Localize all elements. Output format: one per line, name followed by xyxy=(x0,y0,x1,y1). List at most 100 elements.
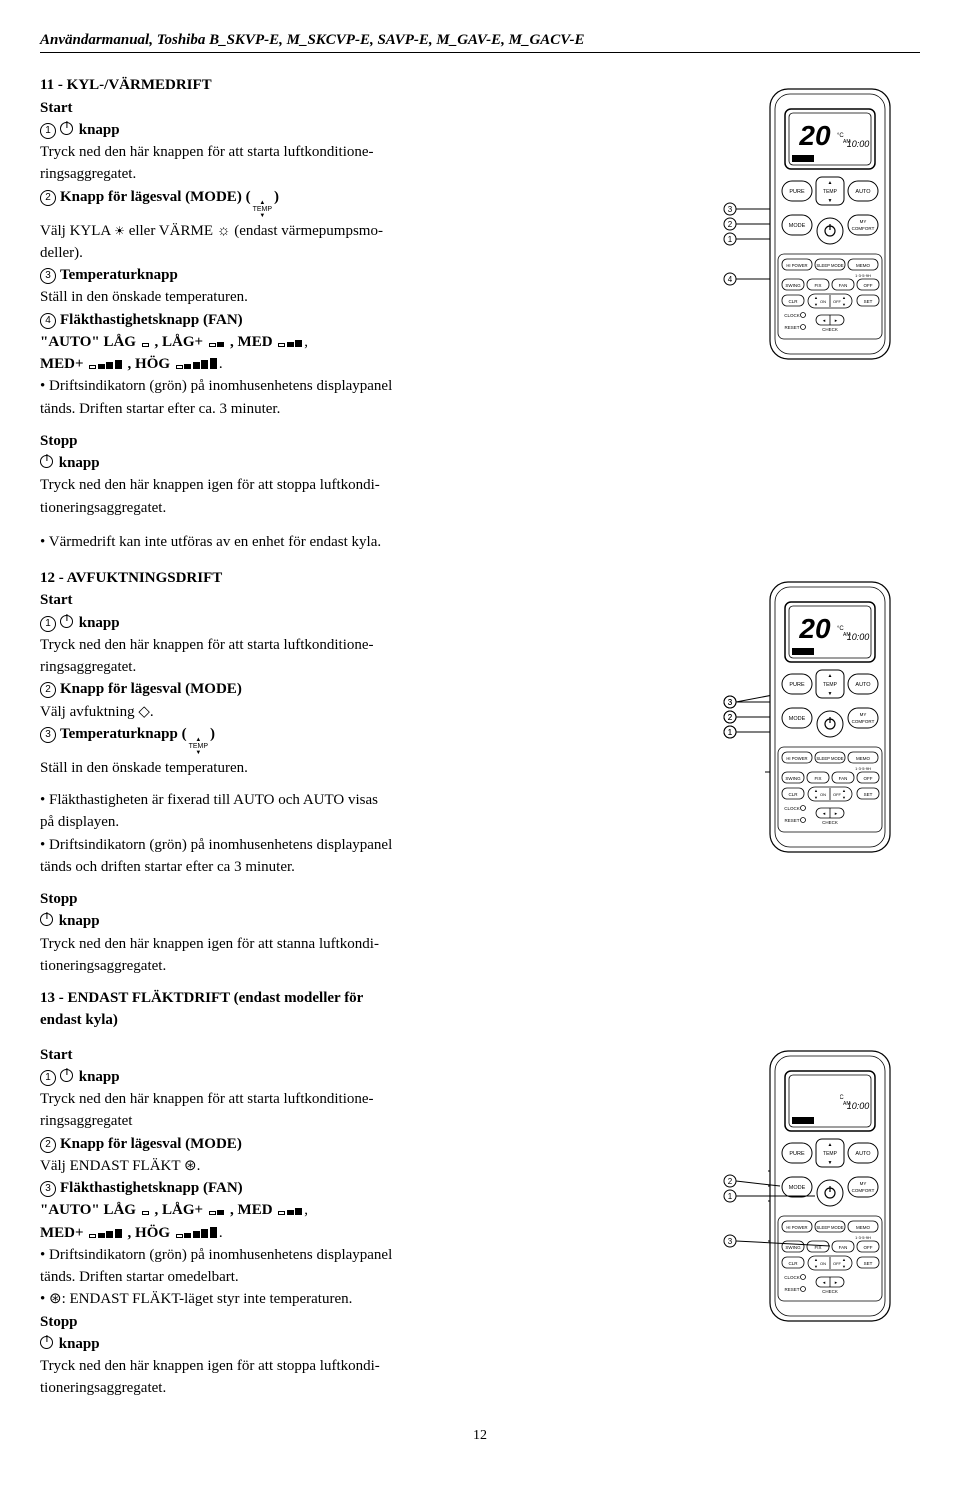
svg-text:▲: ▲ xyxy=(828,180,833,186)
power-icon xyxy=(40,455,53,468)
power-icon xyxy=(40,913,53,926)
s13-p3-med: , MED xyxy=(230,1202,273,1218)
s12-p4b: på displayen. xyxy=(40,812,680,832)
callout-1: 1 xyxy=(40,123,56,139)
s11-p5b: tänds. Driften startar efter ca. 3 minut… xyxy=(40,399,680,419)
svg-text:ON: ON xyxy=(820,299,826,304)
s11-p3: Temperaturknapp xyxy=(60,267,178,283)
s11-p1a: Tryck ned den här knappen för att starta… xyxy=(40,142,680,162)
fan-lowp-icon xyxy=(209,342,225,347)
s11-p2b: eller VÄRME xyxy=(125,223,217,239)
fan-med-icon xyxy=(278,340,302,347)
power-icon xyxy=(60,1069,73,1082)
svg-text:CLOCK: CLOCK xyxy=(784,313,800,318)
heat-icon: ☼ xyxy=(217,223,231,239)
s11-p4-lagp: , LÅG+ xyxy=(154,334,203,350)
svg-text:10:00: 10:00 xyxy=(847,139,870,149)
svg-text:CLR: CLR xyxy=(788,299,798,304)
svg-text:FIX: FIX xyxy=(814,283,821,288)
callout-1: 1 xyxy=(40,616,56,632)
s12-stop: Stopp xyxy=(40,889,680,909)
svg-text:▼: ▼ xyxy=(828,198,833,204)
s11-p2: Knapp för lägesval (MODE) xyxy=(60,189,242,205)
s13-p4b: tänds. Driften startar omedelbart. xyxy=(40,1267,680,1287)
fan-low-icon xyxy=(142,1211,149,1215)
s12-p5a: • Driftsindikatorn (grön) på inomhusenhe… xyxy=(40,835,680,855)
svg-text:MEMO: MEMO xyxy=(856,263,870,268)
svg-text:1: 1 xyxy=(728,235,733,244)
s13-title1: 13 - ENDAST FLÄKTDRIFT (endast modeller … xyxy=(40,988,920,1008)
callout-3: 3 xyxy=(40,727,56,743)
s13-p3-hog: , HÖG xyxy=(128,1225,171,1241)
svg-text:OFF: OFF xyxy=(833,299,842,304)
svg-text:▲: ▲ xyxy=(814,295,818,300)
s11-p6b: tioneringsaggregatet. xyxy=(40,498,680,518)
temp-icon: TEMP xyxy=(189,737,208,756)
s13-p4d: : ENDAST FLÄKT-läget styr inte temperatu… xyxy=(62,1291,353,1307)
s11-p2d: deller). xyxy=(40,243,680,263)
page-header: Användarmanual, Toshiba B_SKVP-E, M_SKCV… xyxy=(40,30,920,53)
s13-stop: Stopp xyxy=(40,1312,680,1332)
s13-p4c: • xyxy=(40,1291,49,1307)
svg-text:FAN: FAN xyxy=(839,283,848,288)
s11-p4: Fläkthastighetsknapp (FAN) xyxy=(60,312,243,328)
callout-2: 2 xyxy=(40,190,56,206)
s11-start: Start xyxy=(40,98,680,118)
s11-knapp-2: knapp xyxy=(59,455,100,471)
svg-text:HI POWER: HI POWER xyxy=(786,263,807,268)
s13-p1b: ringsaggregatet xyxy=(40,1111,680,1131)
section-12: 12 - AVFUKTNINGSDRIFT Start 1 knapp Tryc… xyxy=(40,564,920,978)
s12-p4a: • Fläkthastigheten är fixerad till AUTO … xyxy=(40,790,680,810)
svg-text:SET: SET xyxy=(864,299,873,304)
power-icon xyxy=(60,122,73,135)
svg-text:SWING: SWING xyxy=(785,283,801,288)
sun-icon: ☀ xyxy=(114,224,125,238)
s12-p6b: tioneringsaggregatet. xyxy=(40,956,680,976)
svg-text:▼: ▼ xyxy=(814,302,818,307)
fan-low-icon xyxy=(142,343,149,347)
s12-p1b: ringsaggregatet. xyxy=(40,657,680,677)
fan-med-icon xyxy=(278,1208,302,1215)
s13-knapp-2: knapp xyxy=(59,1336,100,1352)
svg-text:CHECK: CHECK xyxy=(822,327,838,332)
fan-only-icon: ⊛ xyxy=(49,1291,62,1307)
s13-p3-lagp: , LÅG+ xyxy=(154,1202,203,1218)
s13-title2: endast kyla) xyxy=(40,1010,920,1030)
callout-2: 2 xyxy=(40,1137,56,1153)
page-number: 12 xyxy=(40,1427,920,1446)
remote-figure-1: 3 2 1 4 20 °C AM 10:00 xyxy=(710,71,920,369)
s11-p5a: • Driftsindikatorn (grön) på inomhusenhe… xyxy=(40,376,680,396)
callout-3: 3 xyxy=(40,1181,56,1197)
callout-4: 4 xyxy=(40,313,56,329)
s11-p4-medp: MED+ xyxy=(40,356,84,372)
s13-start: Start xyxy=(40,1045,680,1065)
callout-3: 3 xyxy=(40,268,56,284)
fan-medp-icon xyxy=(89,1229,122,1238)
s13-p1a: Tryck ned den här knappen för att starta… xyxy=(40,1089,680,1109)
s13-p3-auto: "AUTO" LÅG xyxy=(40,1202,136,1218)
svg-text:1·3·5·9H: 1·3·5·9H xyxy=(855,273,871,278)
fan-only-icon: ⊛ xyxy=(184,1158,197,1174)
s12-title: 12 - AVFUKTNINGSDRIFT xyxy=(40,568,680,588)
s11-stop: Stopp xyxy=(40,431,680,451)
svg-text:OFF: OFF xyxy=(864,283,873,288)
svg-text:20: 20 xyxy=(798,120,831,151)
svg-text:SLEEP MODE: SLEEP MODE xyxy=(816,263,843,268)
svg-text:MODE: MODE xyxy=(789,223,806,229)
s12-start: Start xyxy=(40,590,680,610)
s13-p6b: tioneringsaggregatet. xyxy=(40,1378,680,1398)
svg-text:4: 4 xyxy=(728,275,733,284)
temp-icon: TEMP xyxy=(253,200,272,219)
fan-high-icon xyxy=(176,358,217,369)
s11-p4-med: , MED xyxy=(230,334,273,350)
svg-text:AUTO: AUTO xyxy=(796,157,810,163)
s11-p2c: (endast värmepumpsmo- xyxy=(230,223,382,239)
dehumid-icon: ◇ xyxy=(138,704,150,720)
s11-note: • Värmedrift kan inte utföras av en enhe… xyxy=(40,532,680,552)
s12-p3a: Ställ in den önskade temperaturen. xyxy=(40,758,680,778)
section-11: 11 - KYL-/VÄRMEDRIFT Start 1 knapp Tryck… xyxy=(40,71,920,554)
svg-text:1: 1 xyxy=(728,1192,733,1201)
s13-p6a: Tryck ned den här knappen igen för att s… xyxy=(40,1356,680,1376)
s11-p6a: Tryck ned den här knappen igen för att s… xyxy=(40,475,680,495)
s11-p2a: Välj KYLA xyxy=(40,223,114,239)
